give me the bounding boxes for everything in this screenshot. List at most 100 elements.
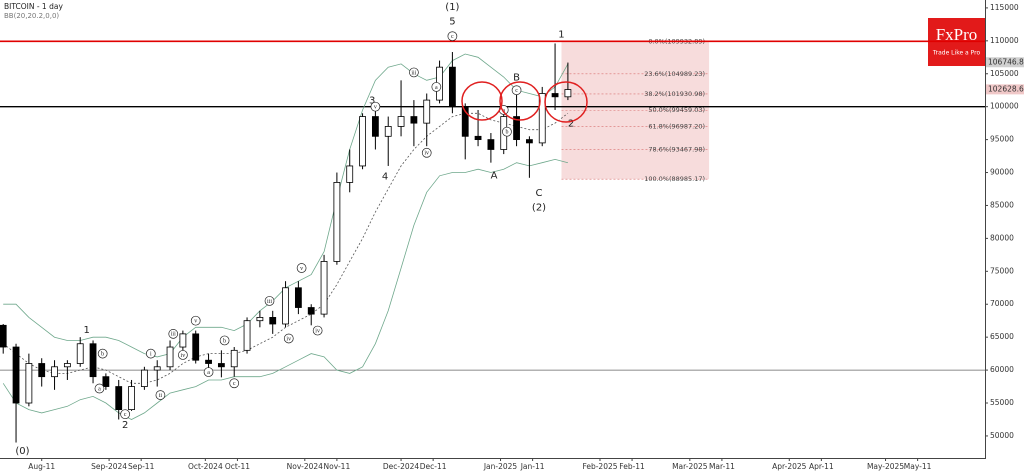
wave-label: b (101, 351, 104, 357)
wave-label: (0) (15, 446, 29, 457)
candle-body (474, 135, 482, 141)
candle-body (192, 333, 200, 361)
y-tick-label: 55000 (990, 398, 1014, 407)
wave-circle (203, 367, 214, 377)
wave-circle (168, 329, 179, 339)
wave-circle (94, 383, 105, 394)
wave-label: 1 (83, 325, 89, 336)
x-tick-label: Dec-2024 (383, 462, 420, 471)
y-tick-label: 70000 (990, 299, 1014, 308)
candle-body (25, 363, 33, 404)
candle-body (320, 261, 328, 315)
wave-circle (502, 126, 512, 137)
wave-label: 2 (122, 420, 128, 431)
candle-body (397, 116, 405, 127)
wave-label: iv (315, 328, 320, 334)
price-tag-label: 106746.89 (988, 57, 1024, 66)
y-tick-label: 95000 (990, 135, 1014, 144)
wave-circle (370, 101, 381, 112)
x-tick-label: Jan-11 (520, 462, 545, 471)
y-tick-label: 65000 (990, 332, 1014, 341)
candle-body (179, 333, 187, 348)
x-tick-label: Oct-2024 (188, 462, 223, 471)
wave-label: iv (286, 336, 291, 342)
fib-label: 50.0%(99459.03) (648, 106, 705, 114)
x-tick-label: Sep-2024 (91, 462, 127, 471)
wave-circle (409, 67, 419, 78)
wave-label: A (491, 171, 498, 182)
logo-tagline: Trade Like a Pro (932, 50, 981, 57)
wave-circle (296, 263, 307, 273)
candle-body (102, 376, 110, 387)
wave-label: c (451, 34, 454, 40)
wave-circle (421, 147, 432, 158)
candle-body (346, 165, 354, 183)
wave-label: (1) (445, 2, 459, 13)
wave-circle (511, 85, 522, 96)
wave-circle (190, 315, 201, 326)
fib-label: 23.6%(104989.23) (644, 70, 705, 78)
candle-body (307, 307, 315, 315)
candle-body (359, 116, 366, 167)
fib-label: 38.2%(101930.98) (644, 90, 705, 98)
wave-label: (2) (532, 202, 546, 213)
x-tick-label: Dec-11 (420, 462, 447, 471)
wave-label: a (98, 386, 101, 392)
wave-label: C (536, 188, 543, 199)
y-tick-label: 100000 (990, 102, 1019, 111)
candle-body (205, 359, 212, 364)
candle-body (423, 99, 431, 124)
wave-label: ii (159, 393, 163, 399)
candle-body (89, 343, 97, 378)
highlight-circle (499, 81, 541, 121)
wave-circle (178, 350, 188, 360)
bollinger-band (2, 112, 569, 384)
x-tick-label: May-11 (904, 462, 932, 471)
price-tag (986, 84, 1024, 95)
candle-body (410, 116, 418, 124)
candle-body (371, 116, 379, 137)
x-tick-label: Mar-11 (709, 462, 735, 471)
wave-circle (447, 31, 458, 42)
fib-label: 100.0%(88985.17) (644, 175, 705, 183)
wave-circle (229, 378, 240, 389)
wave-circle (283, 333, 294, 344)
candle-body (525, 139, 533, 144)
candle-body (243, 320, 251, 351)
highlight-circle (461, 81, 503, 121)
candle-body (166, 346, 174, 368)
wave-label: iii (267, 299, 272, 305)
wave-label: 2 (568, 119, 574, 130)
x-tick-label: Sep-11 (128, 462, 155, 471)
candle-body (153, 366, 161, 371)
fib-label: 61.8%(96987.20) (648, 123, 705, 131)
wave-circle (120, 409, 130, 420)
candle-body (333, 182, 341, 262)
candle-body (128, 386, 135, 410)
wave-label: 4 (382, 171, 388, 182)
wave-label: b (505, 130, 508, 136)
candle-body (217, 363, 225, 368)
wave-label: c (515, 88, 518, 94)
candle-body (0, 324, 7, 348)
wave-label: iii (411, 70, 416, 76)
x-tick-label: Feb-2025 (582, 462, 617, 471)
price-tag (986, 57, 1024, 68)
candle-body (256, 317, 264, 322)
x-tick-label: Nov-11 (324, 462, 351, 471)
candle-body (448, 66, 456, 108)
candle-body (461, 106, 469, 137)
y-tick-label: 80000 (990, 233, 1014, 242)
wave-label: B (513, 73, 520, 84)
x-tick-label: Apr-2025 (772, 462, 807, 471)
wave-label: v (374, 105, 377, 111)
candle-body (294, 287, 302, 308)
wave-label: c (124, 412, 127, 418)
wave-label: a (207, 370, 210, 376)
x-tick-label: Aug-11 (28, 462, 55, 471)
x-tick-label: May-2025 (867, 462, 904, 471)
highlight-circle (544, 81, 588, 123)
